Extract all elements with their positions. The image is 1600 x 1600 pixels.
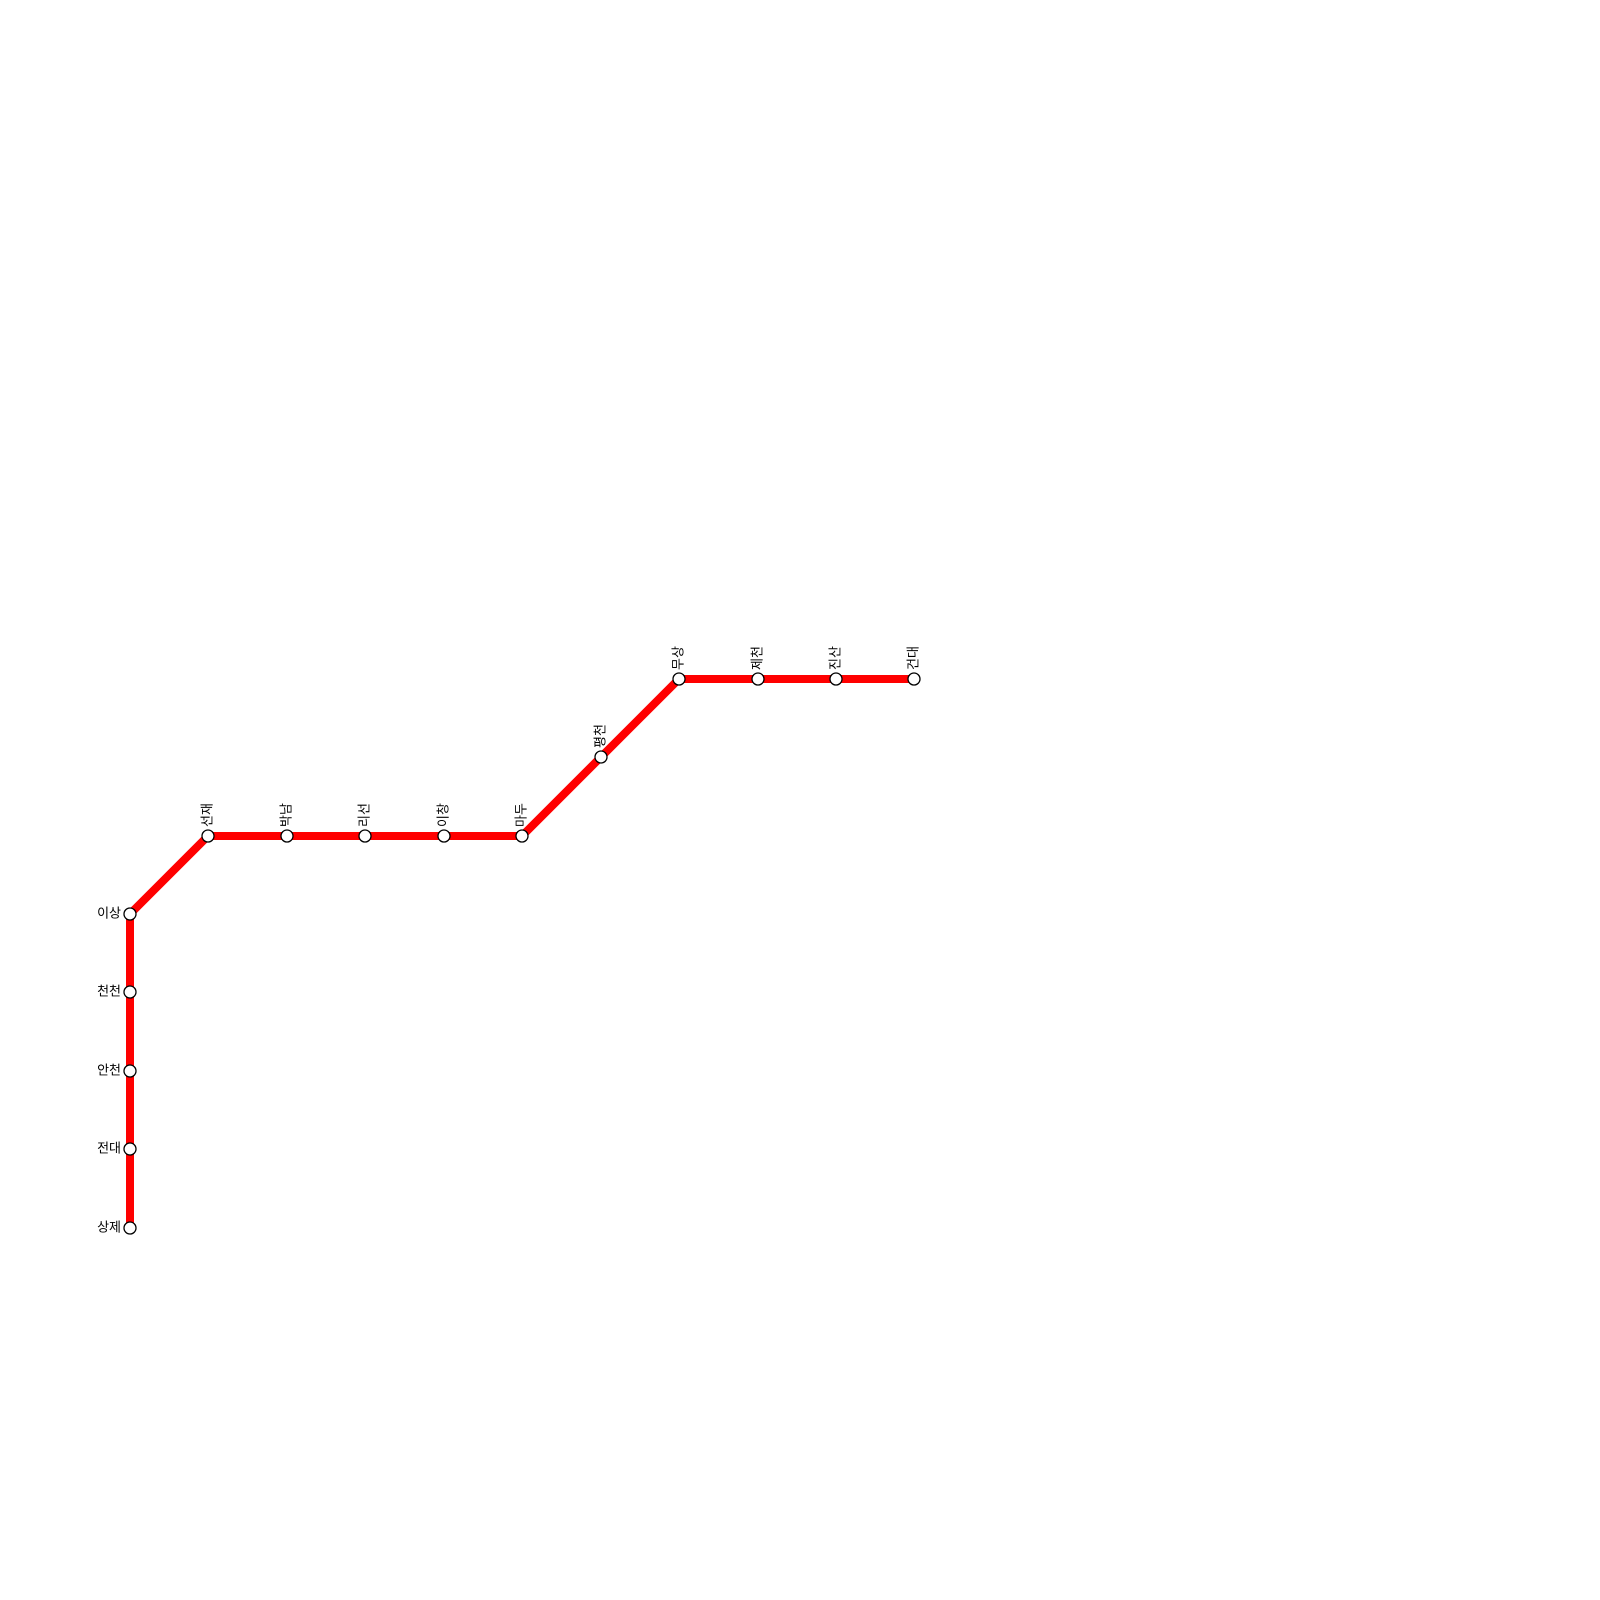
station-label: 건대 <box>907 646 922 670</box>
station-label: 안천 <box>97 1064 121 1079</box>
station-label: 리선 <box>358 803 373 827</box>
station-label: 천천 <box>97 985 121 1000</box>
station-label: 제천 <box>751 646 766 670</box>
route-line <box>126 675 914 1228</box>
station-label: 이창 <box>437 803 452 827</box>
station-label: 마두 <box>515 803 530 827</box>
station-marker <box>751 672 765 686</box>
station-marker <box>594 750 608 764</box>
station-label: 박남 <box>280 803 295 827</box>
station-marker <box>907 672 921 686</box>
station-label: 선재 <box>201 803 216 827</box>
station-marker <box>280 829 294 843</box>
station-marker <box>437 829 451 843</box>
station-marker <box>358 829 372 843</box>
station-label: 전대 <box>97 1142 121 1157</box>
station-label: 진산 <box>829 646 844 670</box>
station-marker <box>123 1142 137 1156</box>
station-marker <box>123 985 137 999</box>
station-label: 상제 <box>97 1221 121 1236</box>
station-marker <box>672 672 686 686</box>
station-marker <box>201 829 215 843</box>
station-marker <box>123 1221 137 1235</box>
station-marker <box>515 829 529 843</box>
station-label: 무상 <box>672 646 687 670</box>
station-marker <box>829 672 843 686</box>
station-label: 이상 <box>97 907 121 922</box>
station-marker <box>123 907 137 921</box>
station-marker <box>123 1064 137 1078</box>
station-label: 평천 <box>594 724 609 748</box>
